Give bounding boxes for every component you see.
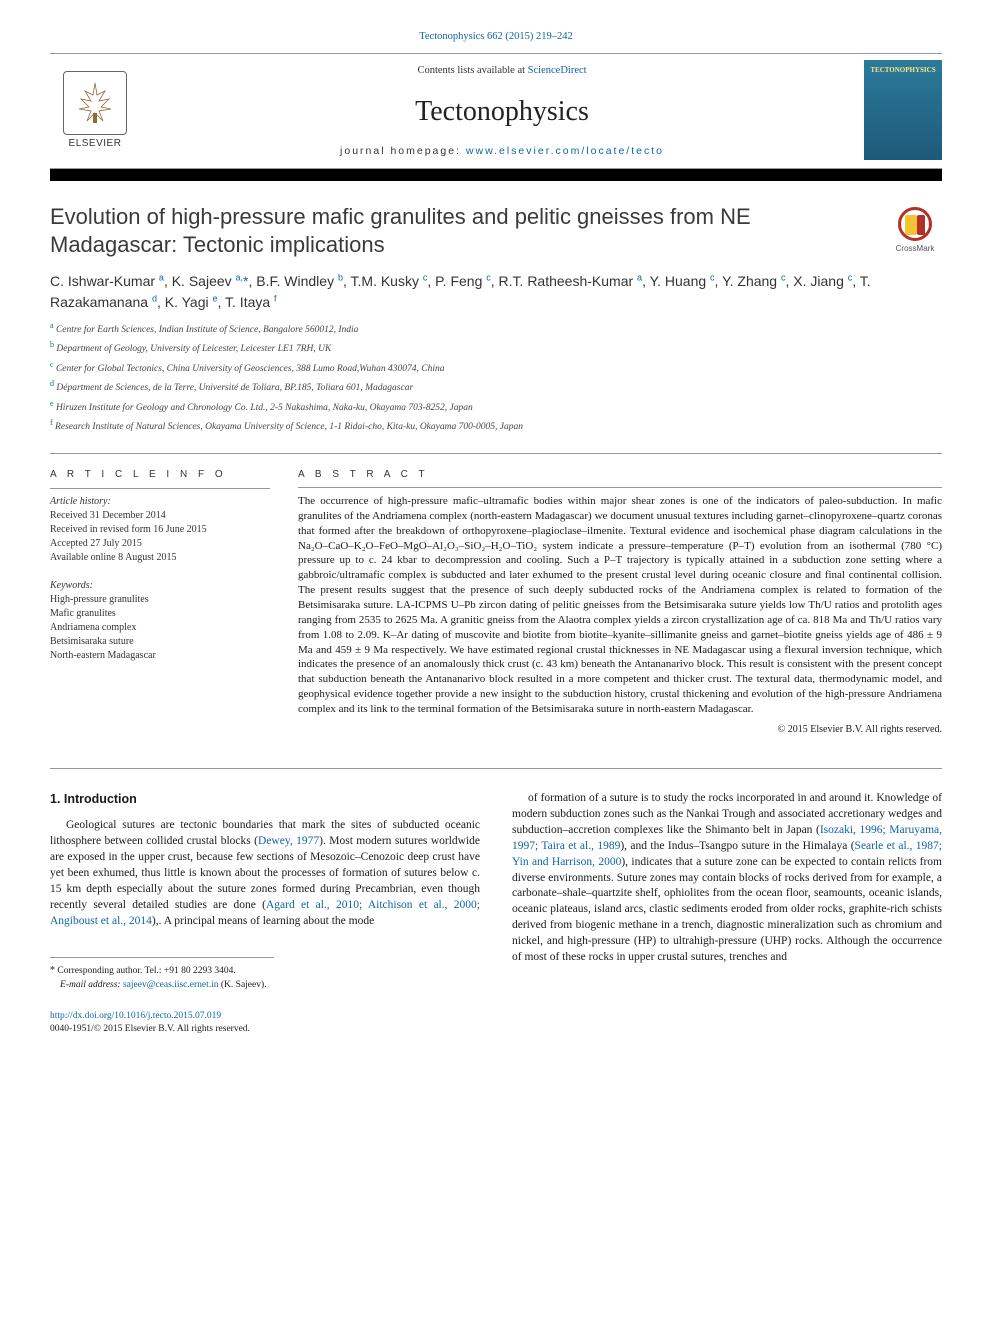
- doi-link[interactable]: http://dx.doi.org/10.1016/j.tecto.2015.0…: [50, 1010, 942, 1023]
- sciencedirect-link[interactable]: ScienceDirect: [528, 65, 587, 76]
- revised-date: Received in revised form 16 June 2015: [50, 523, 270, 537]
- keywords-list: High-pressure granulitesMafic granulites…: [50, 593, 270, 663]
- contents-available-line: Contents lists available at ScienceDirec…: [140, 64, 864, 79]
- divider-rule-2: [50, 768, 942, 769]
- header-center: Contents lists available at ScienceDirec…: [140, 54, 864, 169]
- history-label: Article history:: [50, 495, 270, 509]
- body-col-left: 1. Introduction Geological sutures are t…: [50, 791, 480, 991]
- body-columns: 1. Introduction Geological sutures are t…: [50, 791, 942, 991]
- body-col-right: of formation of a suture is to study the…: [512, 791, 942, 991]
- intro-para-right: of formation of a suture is to study the…: [512, 791, 942, 965]
- cover-title: TECTONOPHYSICS: [870, 66, 935, 76]
- affiliations-block: a Centre for Earth Sciences, Indian Inst…: [50, 320, 942, 435]
- elsevier-tree-icon: [63, 71, 127, 135]
- bottom-info: http://dx.doi.org/10.1016/j.tecto.2015.0…: [50, 1010, 942, 1037]
- affiliation-line: e Hiruzen Institute for Geology and Chro…: [50, 398, 942, 415]
- intro-heading: 1. Introduction: [50, 791, 480, 808]
- elsevier-logo[interactable]: ELSEVIER: [50, 54, 140, 169]
- contents-prefix: Contents lists available at: [417, 65, 527, 76]
- divider-rule: [50, 453, 942, 454]
- article-info-col: A R T I C L E I N F O Article history: R…: [50, 468, 270, 751]
- journal-citation-top[interactable]: Tectonophysics 662 (2015) 219–242: [50, 30, 942, 45]
- journal-cover-thumbnail[interactable]: TECTONOPHYSICS: [864, 60, 942, 160]
- journal-homepage-link[interactable]: www.elsevier.com/locate/tecto: [466, 145, 664, 157]
- article-history-block: Article history: Received 31 December 20…: [50, 488, 270, 565]
- title-row: Evolution of high-pressure mafic granuli…: [50, 203, 942, 261]
- elsevier-text: ELSEVIER: [69, 137, 122, 151]
- affiliation-line: f Research Institute of Natural Sciences…: [50, 417, 942, 434]
- issn-copyright-line: 0040-1951/© 2015 Elsevier B.V. All right…: [50, 1023, 942, 1036]
- keyword-item: North-eastern Madagascar: [50, 649, 270, 663]
- corr-tel: Corresponding author. Tel.: +91 80 2293 …: [57, 966, 235, 976]
- keyword-item: Mafic granulites: [50, 607, 270, 621]
- journal-name: Tectonophysics: [140, 92, 864, 131]
- keyword-item: High-pressure granulites: [50, 593, 270, 607]
- received-date: Received 31 December 2014: [50, 509, 270, 523]
- affiliation-line: d Départment de Sciences, de la Terre, U…: [50, 378, 942, 395]
- accepted-date: Accepted 27 July 2015: [50, 537, 270, 551]
- abstract-label: A B S T R A C T: [298, 468, 942, 482]
- intro-para-left: Geological sutures are tectonic boundari…: [50, 818, 480, 929]
- crossmark-badge[interactable]: CrossMark: [888, 207, 942, 261]
- corresponding-author-note: * Corresponding author. Tel.: +91 80 229…: [50, 957, 274, 991]
- crossmark-icon: [898, 207, 932, 241]
- affiliation-line: b Department of Geology, University of L…: [50, 339, 942, 356]
- abstract-text: The occurrence of high-pressure mafic–ul…: [298, 494, 942, 717]
- article-info-label: A R T I C L E I N F O: [50, 468, 270, 482]
- abstract-col: A B S T R A C T The occurrence of high-p…: [298, 468, 942, 751]
- affiliation-line: a Centre for Earth Sciences, Indian Inst…: [50, 320, 942, 337]
- corr-email-link[interactable]: sajeev@ceas.iisc.ernet.in: [123, 980, 219, 990]
- black-divider: [50, 169, 942, 181]
- authors-line: C. Ishwar-Kumar a, K. Sajeev a,*, B.F. W…: [50, 271, 942, 312]
- email-label: E-mail address:: [60, 980, 121, 990]
- affiliation-line: c Center for Global Tectonics, China Uni…: [50, 359, 942, 376]
- crossmark-label: CrossMark: [896, 243, 935, 254]
- keywords-label: Keywords:: [50, 579, 270, 593]
- keywords-block: Keywords: High-pressure granulitesMafic …: [50, 579, 270, 663]
- homepage-prefix: journal homepage:: [340, 145, 466, 157]
- abstract-copyright: © 2015 Elsevier B.V. All rights reserved…: [298, 723, 942, 737]
- article-title: Evolution of high-pressure mafic granuli…: [50, 203, 868, 258]
- info-abstract-row: A R T I C L E I N F O Article history: R…: [50, 468, 942, 751]
- journal-homepage-line: journal homepage: www.elsevier.com/locat…: [140, 144, 864, 159]
- corr-email-person: (K. Sajeev).: [221, 980, 267, 990]
- journal-header-box: ELSEVIER Contents lists available at Sci…: [50, 53, 942, 170]
- keyword-item: Andriamena complex: [50, 621, 270, 635]
- online-date: Available online 8 August 2015: [50, 551, 270, 565]
- keyword-item: Betsimisaraka suture: [50, 635, 270, 649]
